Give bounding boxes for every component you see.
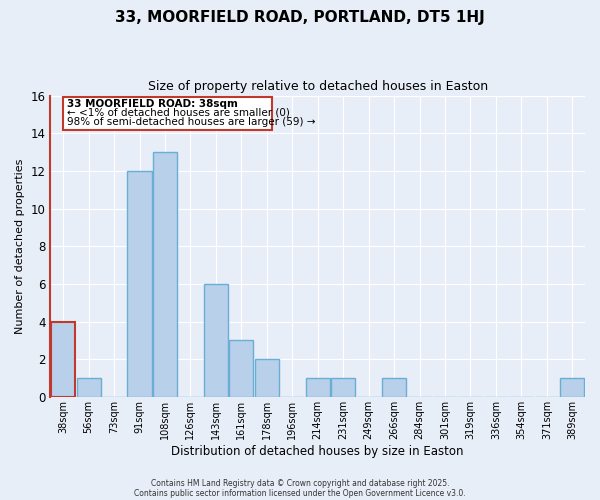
Bar	[382, 378, 406, 397]
Text: 98% of semi-detached houses are larger (59) →: 98% of semi-detached houses are larger (…	[67, 117, 316, 127]
Bar	[51, 322, 75, 397]
Bar	[331, 378, 355, 397]
Y-axis label: Number of detached properties: Number of detached properties	[15, 158, 25, 334]
Bar	[305, 378, 330, 397]
Bar	[77, 378, 101, 397]
Bar	[255, 359, 279, 397]
Text: 33, MOORFIELD ROAD, PORTLAND, DT5 1HJ: 33, MOORFIELD ROAD, PORTLAND, DT5 1HJ	[115, 10, 485, 25]
Bar	[560, 378, 584, 397]
FancyBboxPatch shape	[63, 98, 272, 130]
Title: Size of property relative to detached houses in Easton: Size of property relative to detached ho…	[148, 80, 488, 93]
Bar	[127, 171, 152, 397]
Text: ← <1% of detached houses are smaller (0): ← <1% of detached houses are smaller (0)	[67, 108, 290, 118]
Text: Contains HM Land Registry data © Crown copyright and database right 2025.: Contains HM Land Registry data © Crown c…	[151, 478, 449, 488]
Bar	[229, 340, 253, 397]
X-axis label: Distribution of detached houses by size in Easton: Distribution of detached houses by size …	[172, 444, 464, 458]
Text: 33 MOORFIELD ROAD: 38sqm: 33 MOORFIELD ROAD: 38sqm	[67, 100, 238, 110]
Text: Contains public sector information licensed under the Open Government Licence v3: Contains public sector information licen…	[134, 488, 466, 498]
Bar	[153, 152, 177, 397]
Bar	[204, 284, 228, 397]
